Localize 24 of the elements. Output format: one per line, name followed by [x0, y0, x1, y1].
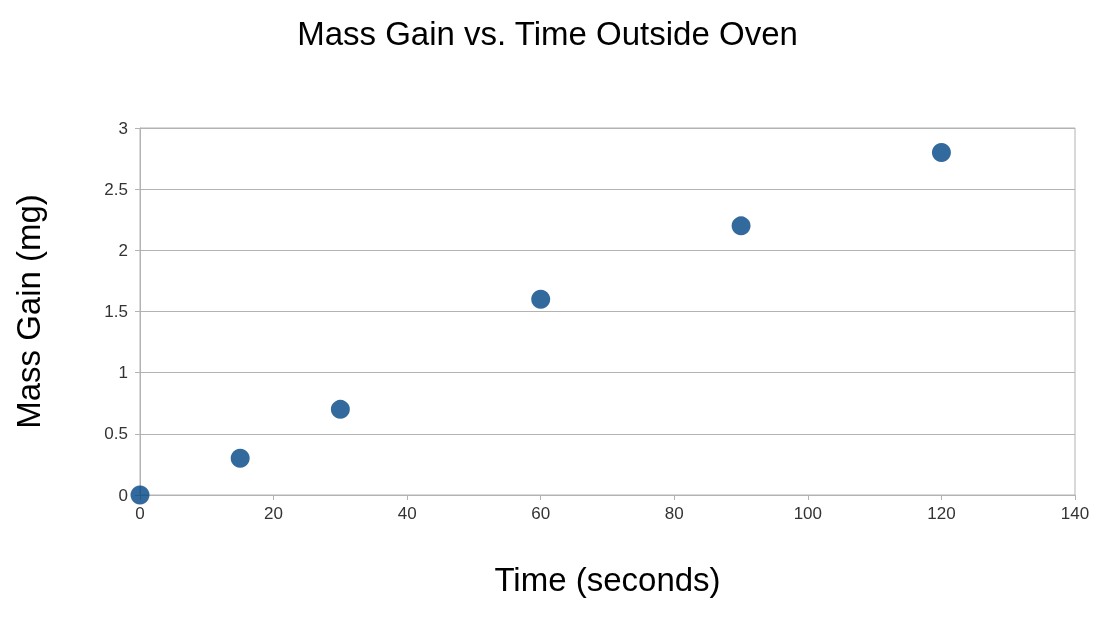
- y-tick-label: 2: [118, 240, 128, 260]
- x-axis-title: Time (seconds): [494, 561, 721, 598]
- x-tick-label: 120: [927, 504, 956, 523]
- point: [931, 142, 951, 162]
- x-tick-label: 20: [264, 504, 284, 523]
- y-tick-label: 0: [118, 485, 128, 505]
- point: [130, 485, 150, 505]
- x-tick-label: 80: [664, 504, 684, 523]
- y-tick-label: 3: [118, 118, 128, 138]
- point: [731, 216, 751, 236]
- x-tick-label: 60: [531, 504, 551, 523]
- y-tick-label: 2.5: [104, 179, 128, 199]
- point: [330, 399, 350, 419]
- x-tick-label: 0: [135, 504, 145, 523]
- y-tick-label: 1.5: [104, 302, 128, 321]
- x-tick-label: 40: [397, 504, 417, 523]
- x-tick-label: 100: [793, 504, 823, 523]
- y-tick-label: 0.5: [104, 424, 128, 444]
- x-tick-label: 140: [1060, 504, 1090, 523]
- chart-title: Mass Gain vs. Time Outside Oven: [297, 15, 798, 52]
- point: [531, 289, 551, 309]
- y-axis-title: Mass Gain (mg): [10, 194, 47, 429]
- y-tick-label: 1: [118, 363, 128, 383]
- point: [230, 448, 250, 468]
